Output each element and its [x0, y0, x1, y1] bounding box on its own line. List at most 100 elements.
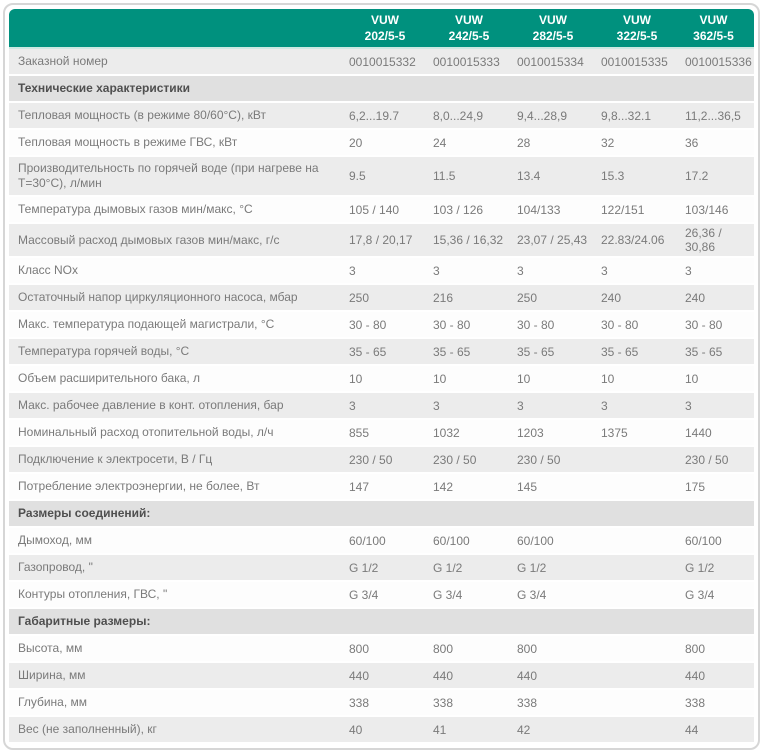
- spec-label: Дымоход, мм: [18, 533, 92, 547]
- spec-value: 0010015335: [601, 54, 668, 69]
- spec-value: 30 - 80: [433, 317, 471, 332]
- spec-value: 42: [517, 722, 531, 737]
- product-specs-table: VUW 202/5-5 VUW 242/5-5 VUW 282/5-5 VUW 322/5-5…: [3, 3, 760, 750]
- spec-value: 60/100: [685, 533, 722, 548]
- spec-value: 103/146: [685, 202, 729, 217]
- spec-value: [601, 674, 685, 678]
- column-header-4: VUW 322/5-5: [601, 9, 685, 47]
- spec-label: Высота, мм: [18, 641, 83, 655]
- spec-value: 60/100: [349, 533, 386, 548]
- spec-value: 30 - 80: [601, 317, 639, 332]
- table-header-row: VUW 202/5-5 VUW 242/5-5 VUW 282/5-5 VUW 322/5-5…: [9, 9, 754, 49]
- spec-value: 1032: [433, 425, 460, 440]
- spec-label: Массовый расход дымовых газов мин/макс, …: [18, 232, 280, 247]
- spec-label: Температура горячей воды, °С: [18, 344, 190, 358]
- spec-value: 22.83/24.06: [601, 233, 665, 247]
- column-header-model: VUW: [455, 13, 483, 27]
- spec-value: G 1/2: [349, 560, 379, 575]
- spec-value: 8,0...24,9: [433, 108, 484, 123]
- spec-value: [601, 593, 685, 597]
- spec-value: G 1/2: [433, 560, 463, 575]
- spec-value: G 1/2: [685, 560, 715, 575]
- spec-value: 35 - 65: [517, 344, 555, 359]
- spec-value: 44: [685, 722, 699, 737]
- spec-label: Тепловая мощность в режиме ГВС, кВт: [18, 135, 238, 149]
- spec-label: Температура дымовых газов мин/макс, °С: [18, 202, 253, 216]
- column-header-1: VUW 202/5-5: [349, 9, 433, 47]
- spec-value: 0010015333: [433, 54, 500, 69]
- spec-value: 17.2: [685, 169, 709, 183]
- spec-value: 104/133: [517, 202, 561, 217]
- section-header-row: Габаритные размеры:: [9, 609, 754, 636]
- spec-label: Ширина, мм: [18, 668, 86, 682]
- spec-value: 9,8...32.1: [601, 108, 652, 123]
- spec-value: 35 - 65: [685, 344, 723, 359]
- spec-value: 36: [685, 135, 699, 150]
- spec-value: 230 / 50: [517, 452, 561, 467]
- spec-value: 216: [433, 290, 454, 305]
- spec-label: Контуры отопления, ГВС, ": [18, 587, 168, 601]
- spec-value: 230 / 50: [349, 452, 393, 467]
- spec-value: 250: [517, 290, 538, 305]
- column-header-3: VUW 282/5-5: [517, 9, 601, 47]
- spec-row: Производительность по горячей воде (при …: [9, 157, 754, 197]
- spec-label: Глубина, мм: [18, 695, 88, 709]
- spec-value: 855: [349, 425, 370, 440]
- spec-value: 3: [601, 398, 608, 413]
- spec-value: 3: [517, 398, 524, 413]
- column-header-variant: 242/5-5: [448, 29, 490, 43]
- spec-value: 60/100: [517, 533, 554, 548]
- spec-value: 800: [517, 641, 538, 656]
- spec-value: 440: [517, 668, 538, 683]
- spec-value: 3: [433, 398, 440, 413]
- spec-row: Заказной номер 0010015332 0010015333 001001…: [9, 49, 754, 76]
- spec-row: Остаточный напор циркуляционного насоса,…: [9, 285, 754, 312]
- spec-label: Номинальный расход отопительной воды, л/…: [18, 425, 274, 439]
- spec-value: 240: [685, 290, 706, 305]
- spec-value: 32: [601, 135, 615, 150]
- spec-value: 3: [517, 263, 524, 278]
- spec-value: 3: [433, 263, 440, 278]
- spec-value: 13.4: [517, 169, 541, 183]
- spec-row: Потребление электроэнергии, не более, Вт…: [9, 474, 754, 501]
- spec-row: Вес (не заполненный), кг 40 41 42 44: [9, 717, 754, 744]
- spec-value: 147: [349, 479, 370, 494]
- spec-row: Температура дымовых газов мин/макс, °С 10…: [9, 197, 754, 224]
- spec-value: 10: [685, 371, 699, 386]
- spec-label: Газопровод, ": [18, 560, 93, 574]
- spec-value: 338: [685, 695, 706, 710]
- spec-value: 10: [517, 371, 531, 386]
- spec-value: 28: [517, 135, 531, 150]
- spec-value: [601, 647, 685, 651]
- spec-value: 35 - 65: [349, 344, 387, 359]
- section-title: Технические характеристики: [18, 81, 191, 95]
- spec-value: 1203: [517, 425, 544, 440]
- spec-value: 60/100: [433, 533, 470, 548]
- spec-value: 122/151: [601, 202, 645, 217]
- spec-value: [601, 539, 685, 543]
- spec-value: G 3/4: [433, 587, 463, 602]
- spec-value: [601, 566, 685, 570]
- spec-value: 24: [433, 135, 447, 150]
- spec-row: Ширина, мм 440 440 440 440: [9, 663, 754, 690]
- spec-value: 230 / 50: [685, 452, 729, 467]
- spec-row: Температура горячей воды, °С 35 - 65 35 - …: [9, 339, 754, 366]
- spec-value: 1440: [685, 425, 712, 440]
- spec-label: Макс. рабочее давление в конт. отопления…: [18, 398, 284, 412]
- spec-row: Номинальный расход отопительной воды, л/…: [9, 420, 754, 447]
- column-header-variant: 362/5-5: [693, 29, 734, 43]
- spec-label: Макс. температура подающей магистрали, °…: [18, 317, 275, 331]
- spec-row: Глубина, мм 338 338 338 338: [9, 690, 754, 717]
- spec-value: 3: [349, 398, 356, 413]
- spec-value: 9,4...28,9: [517, 108, 568, 123]
- spec-value: 0010015336: [685, 54, 752, 69]
- spec-value: 338: [433, 695, 454, 710]
- spec-value: G 1/2: [517, 560, 547, 575]
- spec-value: 3: [349, 263, 356, 278]
- spec-value: 15,36 / 16,32: [433, 233, 504, 247]
- column-header-model: VUW: [623, 13, 651, 27]
- column-header-5: VUW 362/5-5: [685, 9, 754, 47]
- spec-value: 23,07 / 25,43: [517, 233, 588, 247]
- table-body: Заказной номер 0010015332 0010015333 001001…: [9, 49, 754, 744]
- spec-value: 175: [685, 479, 706, 494]
